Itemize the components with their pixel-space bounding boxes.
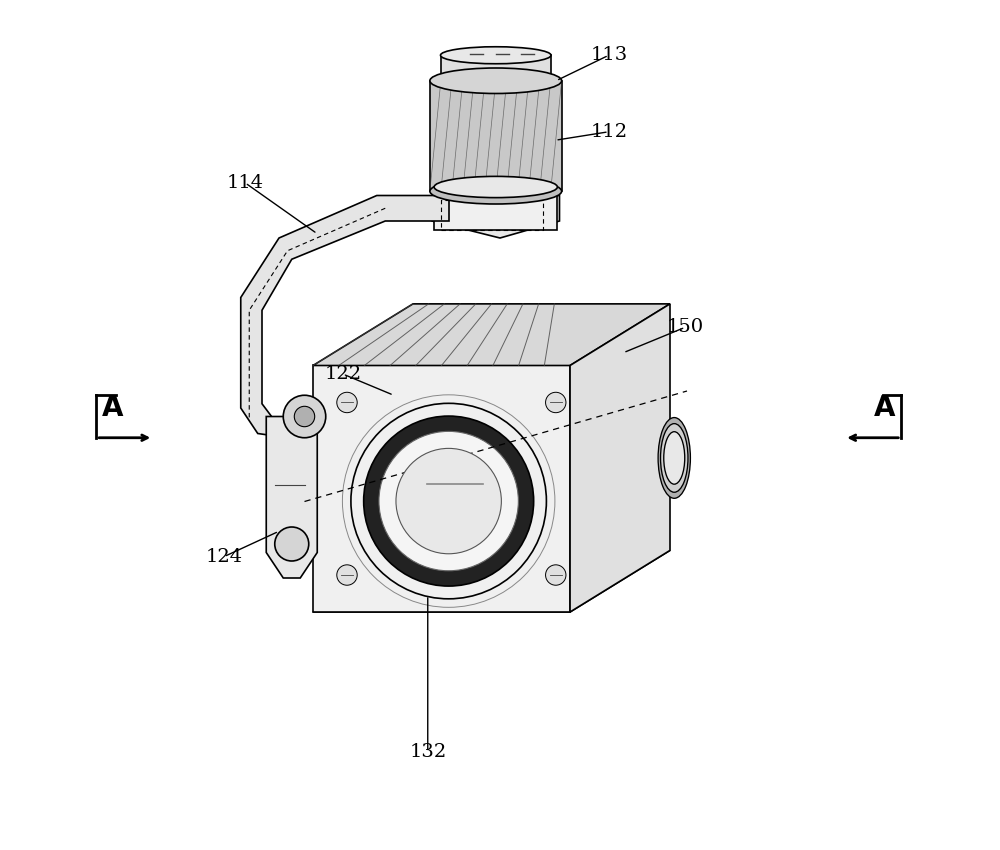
Circle shape (294, 406, 315, 427)
Polygon shape (313, 303, 670, 366)
Ellipse shape (430, 68, 562, 94)
Circle shape (337, 565, 357, 585)
Polygon shape (241, 196, 449, 438)
Text: 114: 114 (226, 173, 264, 192)
Ellipse shape (664, 432, 685, 484)
Bar (440, 55, 551, 76)
Polygon shape (266, 416, 317, 578)
Text: 112: 112 (590, 122, 627, 141)
Bar (434, 187, 557, 230)
Text: 150: 150 (667, 318, 704, 337)
Text: A: A (102, 394, 124, 422)
Circle shape (337, 393, 357, 413)
Ellipse shape (661, 423, 688, 492)
Ellipse shape (658, 417, 690, 498)
Polygon shape (570, 303, 670, 612)
Ellipse shape (434, 177, 557, 198)
Text: 124: 124 (205, 547, 242, 566)
Bar (430, 81, 562, 191)
Text: 122: 122 (324, 365, 361, 383)
Circle shape (546, 565, 566, 585)
Circle shape (283, 395, 326, 438)
Polygon shape (313, 366, 570, 612)
Circle shape (275, 527, 309, 561)
Text: 113: 113 (590, 46, 627, 65)
Polygon shape (313, 551, 670, 612)
Text: A: A (874, 394, 895, 422)
Circle shape (546, 393, 566, 413)
Text: 132: 132 (409, 743, 446, 762)
Circle shape (379, 432, 518, 571)
Ellipse shape (430, 178, 562, 204)
Circle shape (396, 449, 501, 554)
Circle shape (364, 416, 534, 586)
Ellipse shape (440, 47, 551, 64)
Polygon shape (432, 196, 560, 238)
